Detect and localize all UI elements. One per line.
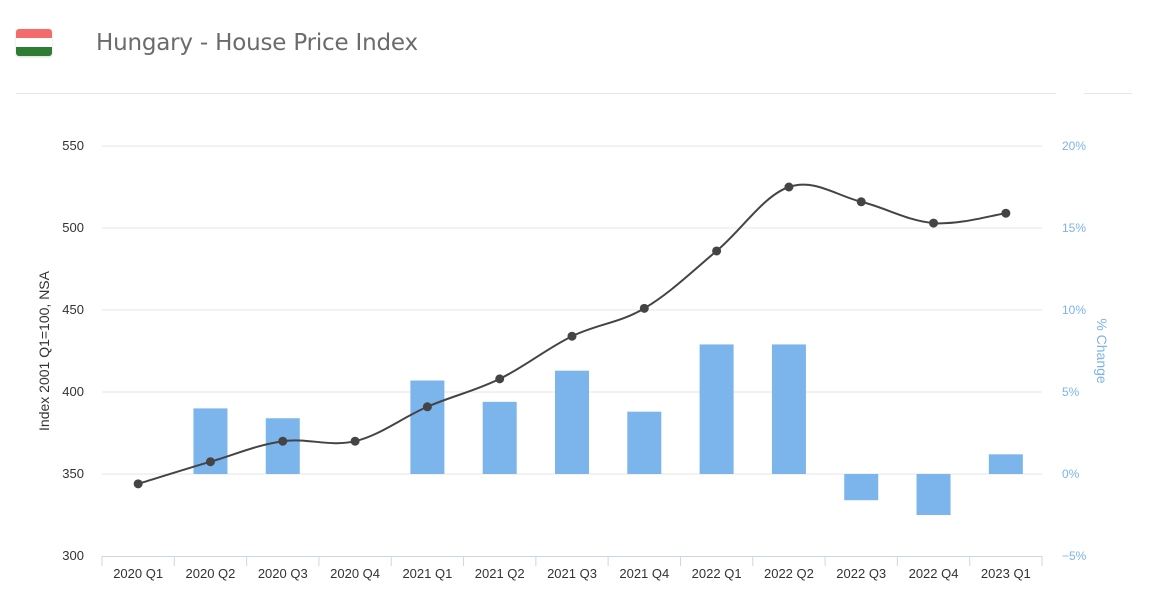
x-tick-label: 2021 Q2 (475, 566, 525, 581)
line-point (639, 303, 649, 313)
y-right-tick-label: 15% (1062, 221, 1086, 235)
y-right-tick-label: −5% (1062, 549, 1087, 563)
bar-series (193, 344, 1023, 515)
y-left-tick-label: 550 (62, 138, 84, 153)
bar (699, 344, 734, 474)
y-right-tick-label: 10% (1062, 303, 1086, 317)
line-point (856, 197, 866, 207)
line-point (422, 402, 432, 412)
y-axis-right-label: % Change (1094, 318, 1110, 384)
axes: 300 350 400 450 500 550 −5% 0% 5% 10% 15% 20% 2020 Q… (62, 138, 1086, 581)
bar (844, 474, 879, 501)
y-left-tick-label: 400 (62, 384, 84, 399)
x-tick-label: 2022 Q3 (836, 566, 886, 581)
line-point (278, 436, 288, 446)
y-right-tick-label: 5% (1062, 385, 1080, 399)
y-axis-left-label: Index 2001 Q1=100, NSA (36, 270, 52, 431)
x-tick-label: 2020 Q3 (258, 566, 308, 581)
x-tick-label: 2020 Q4 (330, 566, 380, 581)
line-point (133, 479, 143, 489)
hungary-flag-icon (16, 29, 52, 56)
chart-header: Hungary - House Price Index (0, 0, 1149, 94)
line-series (133, 182, 1011, 489)
bar (265, 418, 300, 474)
y-right-tick-label: 0% (1062, 467, 1080, 481)
x-tick-label: 2021 Q3 (547, 566, 597, 581)
x-tick-label: 2022 Q2 (764, 566, 814, 581)
line-point (712, 246, 722, 256)
bar (916, 474, 951, 515)
bar (555, 370, 589, 474)
line-point (567, 331, 577, 341)
line-point (205, 457, 215, 467)
y-right-tick-label: 20% (1062, 139, 1086, 153)
bar (410, 380, 445, 474)
x-tick-label: 2020 Q1 (113, 566, 163, 581)
y-left-tick-label: 300 (62, 548, 84, 563)
chart-title: Hungary - House Price Index (96, 30, 418, 56)
bar (988, 454, 1023, 474)
y-left-tick-label: 450 (62, 302, 84, 317)
x-tick-label: 2023 Q1 (981, 566, 1031, 581)
bar (627, 411, 662, 474)
line-point (784, 182, 794, 192)
y-left-tick-label: 500 (62, 220, 84, 235)
x-tick-label: 2021 Q1 (402, 566, 452, 581)
bar (482, 401, 517, 474)
x-tick-label: 2020 Q2 (186, 566, 236, 581)
x-tick-label: 2022 Q4 (909, 566, 959, 581)
line-point (495, 374, 505, 384)
header-divider (16, 93, 1056, 94)
bar (771, 344, 806, 474)
line-point (929, 218, 939, 228)
line-point (350, 436, 360, 446)
x-tick-label: 2021 Q4 (619, 566, 669, 581)
x-tick-label: 2022 Q1 (692, 566, 742, 581)
y-left-tick-label: 350 (62, 466, 84, 481)
line-point (1001, 208, 1011, 218)
header-divider-right (1084, 93, 1132, 94)
